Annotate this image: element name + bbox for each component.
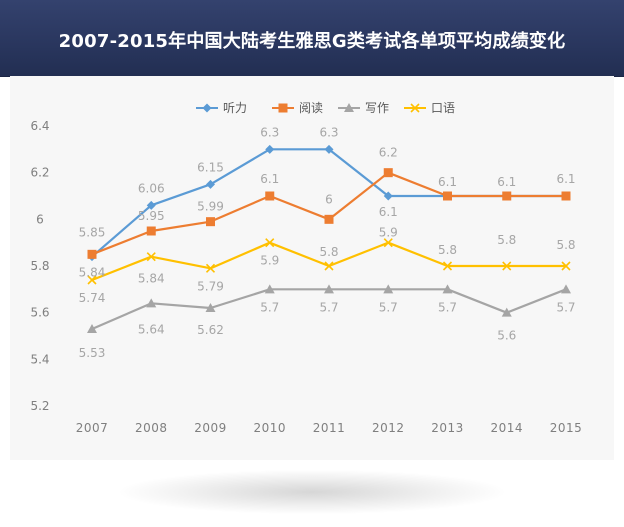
data-point — [383, 238, 393, 248]
y-tick-label: 5.4 — [30, 352, 49, 366]
y-tick-label: 5.6 — [30, 306, 49, 320]
data-point — [265, 238, 275, 248]
legend-label: 阅读 — [299, 101, 323, 115]
data-label: 6 — [325, 192, 333, 206]
y-tick-label: 6.2 — [30, 166, 49, 180]
legend-label: 口语 — [431, 101, 455, 115]
data-label: 6.1 — [260, 172, 279, 186]
legend-marker-diamond — [202, 103, 212, 113]
data-label: 5.7 — [260, 300, 279, 314]
y-tick-label: 6 — [36, 212, 44, 226]
data-label: 6.15 — [197, 160, 224, 174]
data-point — [146, 298, 157, 308]
data-label: 5.84 — [79, 266, 106, 280]
data-label: 5.74 — [79, 291, 106, 305]
data-label: 6.1 — [497, 175, 516, 189]
x-tick-label: 2011 — [313, 421, 346, 435]
data-label: 5.64 — [138, 322, 165, 336]
data-point — [264, 284, 275, 294]
x-tick-label: 2015 — [550, 421, 583, 435]
x-tick-label: 2008 — [135, 421, 168, 435]
data-label: 5.8 — [497, 233, 516, 247]
legend-marker-square — [278, 103, 288, 113]
data-label: 5.7 — [438, 300, 457, 314]
data-label: 5.6 — [497, 329, 516, 343]
data-point — [205, 303, 216, 312]
data-label: 6.06 — [138, 181, 165, 195]
data-point — [205, 263, 216, 273]
data-point — [87, 275, 97, 285]
data-point — [383, 168, 393, 178]
data-label: 6.2 — [379, 146, 398, 160]
x-tick-label: 2010 — [253, 421, 286, 435]
data-point — [265, 144, 275, 154]
data-label: 5.95 — [138, 209, 165, 223]
data-point — [265, 191, 275, 201]
data-point — [206, 217, 215, 227]
data-label: 5.99 — [197, 200, 224, 214]
data-label: 6.1 — [438, 175, 457, 189]
x-tick-label: 2012 — [372, 421, 405, 435]
data-label: 6.3 — [319, 125, 338, 139]
data-point — [442, 261, 453, 271]
data-label: 6.3 — [260, 125, 279, 139]
x-tick-label: 2013 — [431, 421, 464, 435]
data-label: 5.79 — [197, 279, 224, 293]
x-axis: 2007 2008 2009 2010 2011 2012 2013 2014 2015 — [76, 421, 583, 435]
data-label: 5.8 — [438, 243, 457, 257]
data-point — [561, 284, 571, 294]
legend-label: 听力 — [223, 101, 247, 115]
data-label: 5.9 — [260, 254, 279, 268]
data-label: 5.85 — [79, 225, 106, 239]
data-point — [146, 226, 156, 236]
legend-marker-x — [410, 103, 420, 113]
y-tick-label: 6.4 — [30, 119, 49, 133]
data-label: 5.53 — [79, 346, 106, 360]
data-point — [383, 191, 393, 201]
x-tick-label: 2009 — [194, 421, 227, 435]
data-point — [146, 200, 156, 210]
data-point — [442, 284, 453, 294]
data-point — [324, 261, 334, 271]
panel-shadow — [120, 470, 504, 514]
data-label: 5.8 — [556, 238, 575, 252]
data-point — [502, 261, 512, 271]
chart-panel — [10, 76, 614, 460]
data-labels: 5.84 6.06 6.15 6.3 6.3 6.1 5.85 5.95 5.99 6.1 6 6.2… — [79, 125, 576, 360]
data-point — [501, 307, 512, 317]
data-label: 5.84 — [138, 272, 165, 286]
legend-marker-triangle — [344, 103, 354, 112]
data-label: 5.9 — [379, 226, 398, 240]
data-label: 6.1 — [379, 205, 398, 219]
data-label: 5.7 — [556, 300, 575, 314]
y-tick-label: 5.8 — [30, 259, 49, 273]
data-point — [87, 324, 97, 333]
data-point — [383, 284, 394, 294]
data-label: 5.8 — [319, 245, 338, 259]
data-point — [324, 214, 334, 224]
data-label: 6.1 — [556, 172, 575, 186]
data-point — [324, 144, 334, 154]
legend: 听力 阅读 写作 口语 — [196, 101, 455, 115]
x-tick-label: 2007 — [76, 421, 109, 435]
data-point — [561, 261, 571, 271]
series-group — [87, 144, 571, 333]
x-tick-label: 2014 — [490, 421, 523, 435]
data-label: 5.7 — [319, 300, 338, 314]
data-point — [324, 284, 334, 294]
legend-label: 写作 — [365, 101, 389, 115]
data-point — [146, 252, 156, 262]
data-point — [443, 191, 452, 201]
data-point — [561, 191, 571, 201]
chart-title: 2007-2015年中国大陆考生雅思G类考试各单项平均成绩变化 — [58, 31, 566, 52]
data-point — [206, 179, 215, 189]
data-label: 5.7 — [379, 300, 398, 314]
title-banner: 2007-2015年中国大陆考生雅思G类考试各单项平均成绩变化 — [0, 0, 624, 77]
y-tick-label: 5.2 — [30, 399, 49, 413]
data-point — [502, 191, 512, 201]
data-point — [87, 249, 97, 259]
data-label: 5.62 — [197, 323, 224, 337]
y-axis: 5.2 5.4 5.6 5.8 6 6.2 6.4 — [30, 119, 49, 413]
